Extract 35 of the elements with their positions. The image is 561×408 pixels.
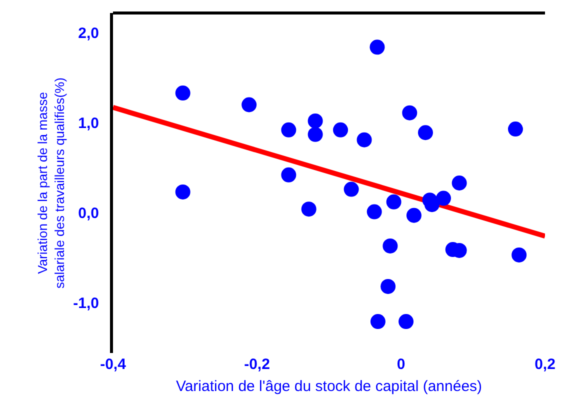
- point: [281, 167, 296, 182]
- y-axis-title: Variation de la part de la masse salariale des travailleurs qualifiés(%): [35, 78, 68, 288]
- point: [508, 122, 523, 137]
- point: [308, 126, 323, 142]
- point: [356, 132, 372, 148]
- point: [281, 122, 296, 138]
- x-axis-title: Variation de l'âge du stock de capital (années): [176, 378, 482, 395]
- y-tick-label: 2,0: [78, 25, 99, 42]
- point: [436, 190, 451, 206]
- x-tick-label: 0: [396, 356, 406, 373]
- x-tick-label: 0,2: [534, 356, 556, 373]
- point: [242, 97, 257, 112]
- y-tick-label: 0,0: [78, 204, 99, 222]
- point: [380, 278, 396, 294]
- point: [512, 247, 527, 262]
- point: [398, 314, 414, 330]
- point: [344, 182, 359, 197]
- point: [452, 176, 467, 190]
- point: [386, 194, 402, 210]
- y-tick-label: 1,0: [78, 114, 99, 132]
- point: [402, 105, 418, 120]
- point: [366, 204, 382, 220]
- point: [301, 202, 316, 217]
- y-tick-label: -1,0: [73, 294, 99, 312]
- point: [308, 113, 323, 128]
- point: [370, 314, 386, 330]
- point: [418, 125, 433, 140]
- point: [333, 122, 348, 138]
- point: [175, 184, 190, 200]
- point: [382, 238, 398, 254]
- point: [370, 40, 385, 55]
- point: [175, 86, 190, 101]
- x-tick-label: -0,2: [244, 356, 270, 373]
- point: [406, 208, 422, 223]
- x-tick-label: -0,4: [100, 356, 127, 373]
